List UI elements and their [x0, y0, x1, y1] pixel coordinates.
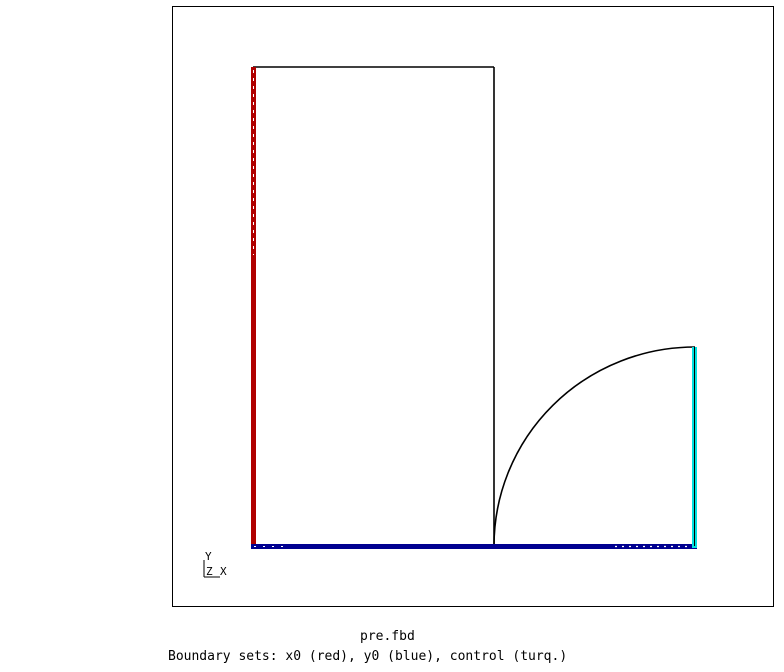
quarter-arc — [493, 346, 696, 547]
file-name-label: pre.fbd — [360, 629, 415, 644]
boundary-sets-caption: Boundary sets: x0 (red), y0 (blue), cont… — [168, 649, 568, 664]
triad-x-label: X — [220, 565, 227, 578]
x0-set-bar — [251, 67, 256, 547]
control-boundary-set — [692, 347, 697, 548]
x0-boundary-set — [251, 67, 256, 547]
graphics-viewport[interactable] — [172, 6, 774, 607]
geometry-lines — [252, 66, 696, 547]
triad-z-label: Z — [206, 565, 213, 578]
axis-triad: Y Z X — [203, 550, 227, 578]
y0-set-bar — [251, 544, 697, 549]
triad-y-label: Y — [205, 550, 212, 563]
y0-boundary-set — [251, 544, 697, 549]
